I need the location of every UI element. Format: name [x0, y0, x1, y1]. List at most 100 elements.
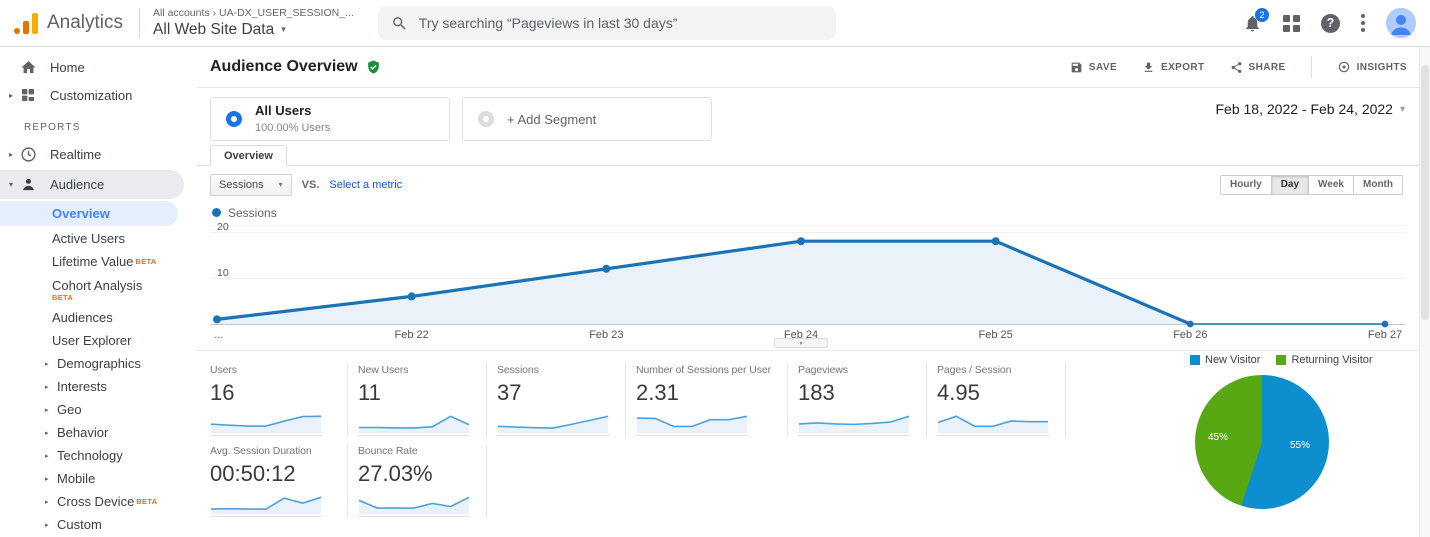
download-icon — [1144, 62, 1153, 72]
account-selector[interactable]: All accounts › UA-DX_USER_SESSION_... Al… — [153, 7, 354, 40]
gridline — [210, 232, 1405, 233]
expand-arrow-icon[interactable]: ▸ — [8, 149, 13, 159]
expand-arrow-icon[interactable]: ▸ — [45, 498, 49, 506]
search-bar[interactable] — [377, 6, 836, 40]
sidebar-item-active-users[interactable]: Active Users — [52, 231, 125, 246]
topbar-divider — [139, 8, 141, 38]
sidebar-item-home[interactable]: Home — [0, 53, 197, 81]
tab-overview[interactable]: Overview — [210, 145, 287, 166]
metrics-section: Users 16 New Users 11 Sessions 37 — [197, 350, 1419, 537]
chevron-down-icon: ▾ — [278, 180, 283, 189]
sidebar-item-audiences[interactable]: Audiences — [52, 310, 113, 325]
date-range-selector[interactable]: Feb 18, 2022 - Feb 24, 2022 ▾ — [1216, 101, 1406, 117]
save-button[interactable]: SAVE — [1070, 61, 1117, 74]
sidebar-item-interests[interactable]: ▸ Interests — [45, 379, 107, 394]
clock-icon — [19, 145, 37, 163]
granularity-month-button[interactable]: Month — [1354, 174, 1403, 195]
granularity-day-button[interactable]: Day — [1271, 174, 1310, 195]
sparkline — [937, 415, 1049, 434]
metric-dropdown[interactable]: Sessions ▾ — [210, 173, 292, 196]
scrollbar[interactable] — [1419, 47, 1430, 537]
metric-card-sessions[interactable]: Sessions 37 — [487, 364, 626, 436]
sidebar-item-realtime[interactable]: ▸ Realtime — [0, 140, 197, 168]
expand-arrow-icon[interactable]: ▸ — [45, 406, 49, 414]
granularity-toggle: Hourly Day Week Month — [1220, 174, 1403, 195]
segment-title: All Users — [255, 102, 312, 118]
segment-ring-icon — [478, 111, 494, 127]
notifications-bell-icon[interactable]: 2 — [1243, 7, 1269, 33]
person-icon — [19, 176, 37, 194]
segment-ring-icon — [226, 111, 242, 127]
select-metric-link[interactable]: Select a metric — [329, 178, 403, 191]
sidebar-item-customization[interactable]: ▸ Customization — [0, 81, 197, 109]
chart-legend: Sessions — [197, 203, 1419, 222]
segment-all-users[interactable]: All Users 100.00% Users — [210, 97, 450, 141]
sidebar-item-audience[interactable]: ▾ Audience — [0, 170, 184, 199]
collapse-arrow-icon[interactable]: ▾ — [8, 180, 13, 189]
x-tick-label: Feb 23 — [589, 329, 624, 341]
metric-card-pages-per-session[interactable]: Pages / Session 4.95 — [927, 364, 1067, 436]
expand-arrow-icon[interactable]: ▸ — [45, 383, 49, 391]
breadcrumb: All accounts › UA-DX_USER_SESSION_... — [153, 7, 354, 20]
expand-arrow-icon[interactable]: ▸ — [45, 452, 49, 460]
actions-divider — [1310, 56, 1312, 78]
expand-arrow-icon[interactable]: ▸ — [45, 475, 49, 483]
x-tick-label: Feb 25 — [978, 329, 1013, 341]
add-segment-button[interactable]: + Add Segment — [462, 97, 712, 141]
x-tick-label: Feb 26 — [1173, 329, 1208, 341]
sessions-line-plot[interactable] — [210, 225, 1405, 329]
sidebar: Home ▸ Customization REPORTS ▸ Realtime … — [0, 47, 197, 537]
sidebar-item-demographics[interactable]: ▸ Demographics — [45, 356, 141, 371]
scrollbar-thumb[interactable] — [1421, 65, 1429, 320]
beta-badge: BETA — [52, 292, 74, 302]
annotations-expander[interactable]: ▾ — [774, 338, 828, 348]
export-button[interactable]: EXPORT — [1142, 61, 1205, 74]
sidebar-item-behavior[interactable]: ▸ Behavior — [45, 425, 109, 440]
returning-visitor-swatch-icon — [1276, 355, 1287, 365]
home-icon — [19, 58, 37, 76]
topbar-actions: 2 ? — [1243, 7, 1420, 38]
main-content: Audience Overview SAVE EXPORT SHARE — [197, 47, 1419, 537]
sidebar-item-lifetime-value[interactable]: Lifetime Value BETA — [52, 254, 157, 269]
google-apps-icon[interactable] — [1283, 14, 1300, 32]
insights-icon — [1338, 61, 1349, 73]
more-vertical-icon[interactable] — [1361, 14, 1365, 32]
visitor-type-pie-chart[interactable]: 45% 55% — [1195, 375, 1329, 509]
sidebar-item-cross-device[interactable]: ▸ Cross Device BETA — [45, 494, 158, 509]
sidebar-item-mobile[interactable]: ▸ Mobile — [45, 471, 96, 486]
legend-returning-visitor: Returning Visitor — [1276, 354, 1373, 366]
x-axis-line — [210, 324, 1405, 325]
metric-card-pageviews[interactable]: Pageviews 183 — [788, 364, 928, 436]
metric-card-avg-session-duration[interactable]: Avg. Session Duration 00:50:12 — [210, 445, 348, 517]
expand-arrow-icon[interactable]: ▸ — [45, 360, 49, 368]
sidebar-item-user-explorer[interactable]: User Explorer — [52, 333, 132, 348]
metric-card-users[interactable]: Users 16 — [210, 364, 348, 436]
expand-arrow-icon[interactable]: ▸ — [45, 521, 49, 529]
expand-arrow-icon[interactable]: ▸ — [8, 90, 13, 100]
metric-card-new-users[interactable]: New Users 11 — [348, 364, 487, 436]
new-visitor-swatch-icon — [1190, 355, 1200, 365]
metric-card-sessions-per-user[interactable]: Number of Sessions per User 2.31 — [626, 364, 789, 436]
sidebar-item-custom[interactable]: ▸ Custom — [45, 517, 102, 532]
share-button[interactable]: SHARE — [1230, 61, 1286, 74]
sidebar-item-cohort-analysis[interactable]: Cohort Analysis BETA — [52, 277, 143, 302]
insights-button[interactable]: INSIGHTS — [1337, 60, 1407, 74]
y-tick-label: 10 — [217, 267, 229, 279]
metric-card-bounce-rate[interactable]: Bounce Rate 27.03% — [348, 445, 487, 517]
top-bar: Analytics All accounts › UA-DX_USER_SESS… — [0, 0, 1430, 47]
avatar[interactable] — [1386, 8, 1416, 38]
analytics-logo-icon[interactable] — [14, 12, 38, 34]
x-tick-label: Feb 27 — [1367, 329, 1403, 341]
chevron-down-icon: ▾ — [799, 340, 803, 347]
help-icon[interactable]: ? — [1321, 13, 1340, 33]
granularity-hourly-button[interactable]: Hourly — [1220, 174, 1272, 195]
sessions-line-chart[interactable]: 20 10 ... Feb 22 Feb 23 Feb 24 Feb 25 Feb 26 F… — [210, 222, 1405, 350]
legend-new-visitor: New Visitor — [1190, 354, 1260, 366]
page-title: Audience Overview — [210, 58, 358, 75]
sidebar-item-overview[interactable]: Overview — [0, 201, 178, 226]
granularity-week-button[interactable]: Week — [1309, 174, 1354, 195]
search-input[interactable] — [418, 15, 832, 31]
sidebar-item-technology[interactable]: ▸ Technology — [45, 448, 123, 463]
expand-arrow-icon[interactable]: ▸ — [45, 429, 49, 437]
sidebar-item-geo[interactable]: ▸ Geo — [45, 402, 82, 417]
